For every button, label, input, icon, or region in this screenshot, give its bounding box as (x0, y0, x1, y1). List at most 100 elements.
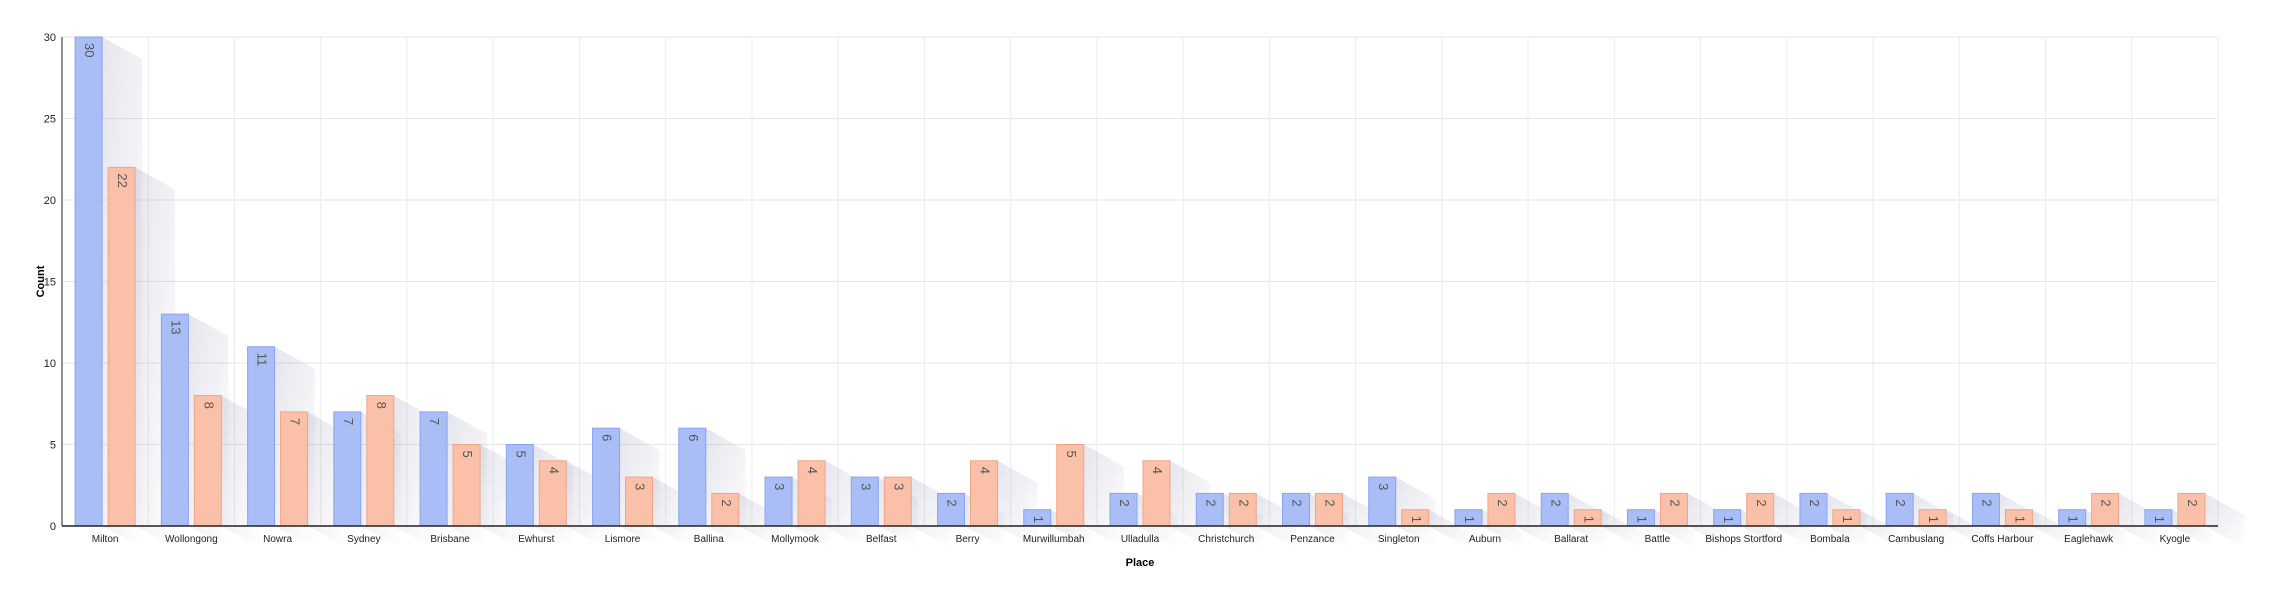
bar-value-label: 2 (719, 499, 734, 506)
y-tick-label: 25 (44, 114, 56, 126)
bar-value-label: 2 (2099, 499, 2114, 506)
bar-series-2 (711, 492, 740, 527)
bar-value-label: 2 (2185, 499, 2200, 506)
bar-series-2 (1487, 492, 1516, 527)
bar-shadow (738, 493, 779, 548)
bar-series-2 (1659, 492, 1688, 527)
bar-value-label: 8 (201, 402, 216, 409)
bar-value-label: 4 (1150, 467, 1165, 474)
bar-value-label: 2 (945, 499, 960, 506)
bar-shadow (1256, 493, 1297, 548)
bar-value-label: 4 (546, 467, 561, 474)
bar-value-label: 3 (891, 483, 906, 490)
bar-value-label: 1 (1926, 516, 1941, 523)
bar-series-2 (538, 460, 567, 527)
y-tick-label: 5 (50, 440, 56, 452)
bar-series-1 (1971, 492, 2000, 527)
bar-value-label: 11 (255, 353, 270, 367)
bar-value-label: 1 (2152, 516, 2167, 523)
bar-value-label: 1 (1721, 516, 1736, 523)
bar-shadow (1601, 509, 1642, 548)
bar-value-label: 2 (1236, 499, 1251, 506)
bar-shadow (2032, 509, 2073, 548)
bar-series-2 (1746, 492, 1775, 527)
x-tick-label: Kyogle (2160, 534, 2191, 545)
bar-shadow (705, 428, 746, 548)
y-tick-label: 15 (44, 277, 56, 289)
bar-series-2 (1314, 492, 1343, 527)
x-tick-label: Christchurch (1198, 534, 1254, 545)
bar-shadow (1859, 509, 1900, 548)
x-tick-label: Coffs Harbour (1971, 534, 2034, 545)
bar-value-label: 3 (1376, 483, 1391, 490)
bar-value-label: 2 (1117, 499, 1132, 506)
bar-series-1 (1540, 492, 1569, 527)
x-tick-label: Eaglehawk (2064, 534, 2114, 545)
bar-value-label: 1 (1635, 516, 1650, 523)
bar-series-1 (1885, 492, 1914, 527)
bar-series-1 (592, 427, 621, 527)
bar-series-1 (1799, 492, 1828, 527)
x-tick-label: Wollongong (165, 534, 218, 545)
bar-value-label: 8 (374, 402, 389, 409)
x-tick-label: Ewhurst (518, 534, 554, 545)
bar-series-2 (280, 411, 309, 527)
y-tick-label: 10 (44, 358, 56, 370)
bar-series-2 (452, 444, 481, 527)
bar-shadow (1342, 493, 1383, 548)
x-tick-label: Bishops Stortford (1705, 534, 1782, 545)
bar-series-1 (1195, 492, 1224, 527)
bar-series-2 (2177, 492, 2206, 527)
bar-value-label: 2 (1807, 499, 1822, 506)
x-tick-label: Berry (956, 534, 980, 545)
y-tick-label: 0 (50, 521, 56, 533)
bar-value-label: 5 (460, 451, 475, 458)
bar-series-1 (1368, 476, 1397, 527)
bar-shadow (1773, 493, 1814, 548)
x-tick-label: Singleton (1378, 534, 1420, 545)
bar-series-2 (366, 395, 395, 527)
bar-value-label: 7 (427, 418, 442, 425)
bar-value-label: 2 (1495, 499, 1510, 506)
bar-shadow (2118, 493, 2159, 548)
bar-series-1 (678, 427, 707, 527)
x-tick-label: Ulladulla (1121, 534, 1160, 545)
bar-series-1 (1109, 492, 1138, 527)
bar-value-label: 6 (600, 434, 615, 441)
bar-value-label: 7 (341, 418, 356, 425)
bar-series-1 (74, 36, 103, 527)
x-tick-label: Murwillumbah (1023, 534, 1085, 545)
bar-value-label: 4 (978, 467, 993, 474)
bar-value-label: 5 (513, 451, 528, 458)
bar-value-label: 1 (1840, 516, 1855, 523)
bar-value-label: 1 (2066, 516, 2081, 523)
bar-shadow (1514, 493, 1555, 548)
bar-series-2 (193, 395, 222, 527)
x-tick-label: Auburn (1469, 534, 1501, 545)
x-tick-label: Cambuslang (1888, 534, 1944, 545)
bar-value-label: 5 (1064, 451, 1079, 458)
bar-series-2 (1142, 460, 1171, 527)
bar-value-label: 22 (115, 173, 130, 187)
bar-series-2 (883, 476, 912, 527)
y-axis-title: Count (35, 265, 47, 297)
bar-shadow (2204, 493, 2245, 548)
bar-series-1 (419, 411, 448, 527)
bar-series-1 (850, 476, 879, 527)
bars (74, 36, 2206, 527)
bar-series-2 (2091, 492, 2120, 527)
x-tick-label: Nowra (263, 534, 292, 545)
bar-value-label: 2 (1668, 499, 1683, 506)
bar-shadow (1428, 509, 1469, 548)
grid (61, 36, 2219, 527)
bar-value-label: 2 (1548, 499, 1563, 506)
bar-value-label: 2 (1323, 499, 1338, 506)
bar-series-2 (797, 460, 826, 527)
bar-series-1 (160, 313, 189, 527)
x-tick-label: Sydney (347, 534, 380, 545)
x-tick-label: Ballina (694, 534, 724, 545)
y-tick-label: 30 (44, 32, 56, 44)
